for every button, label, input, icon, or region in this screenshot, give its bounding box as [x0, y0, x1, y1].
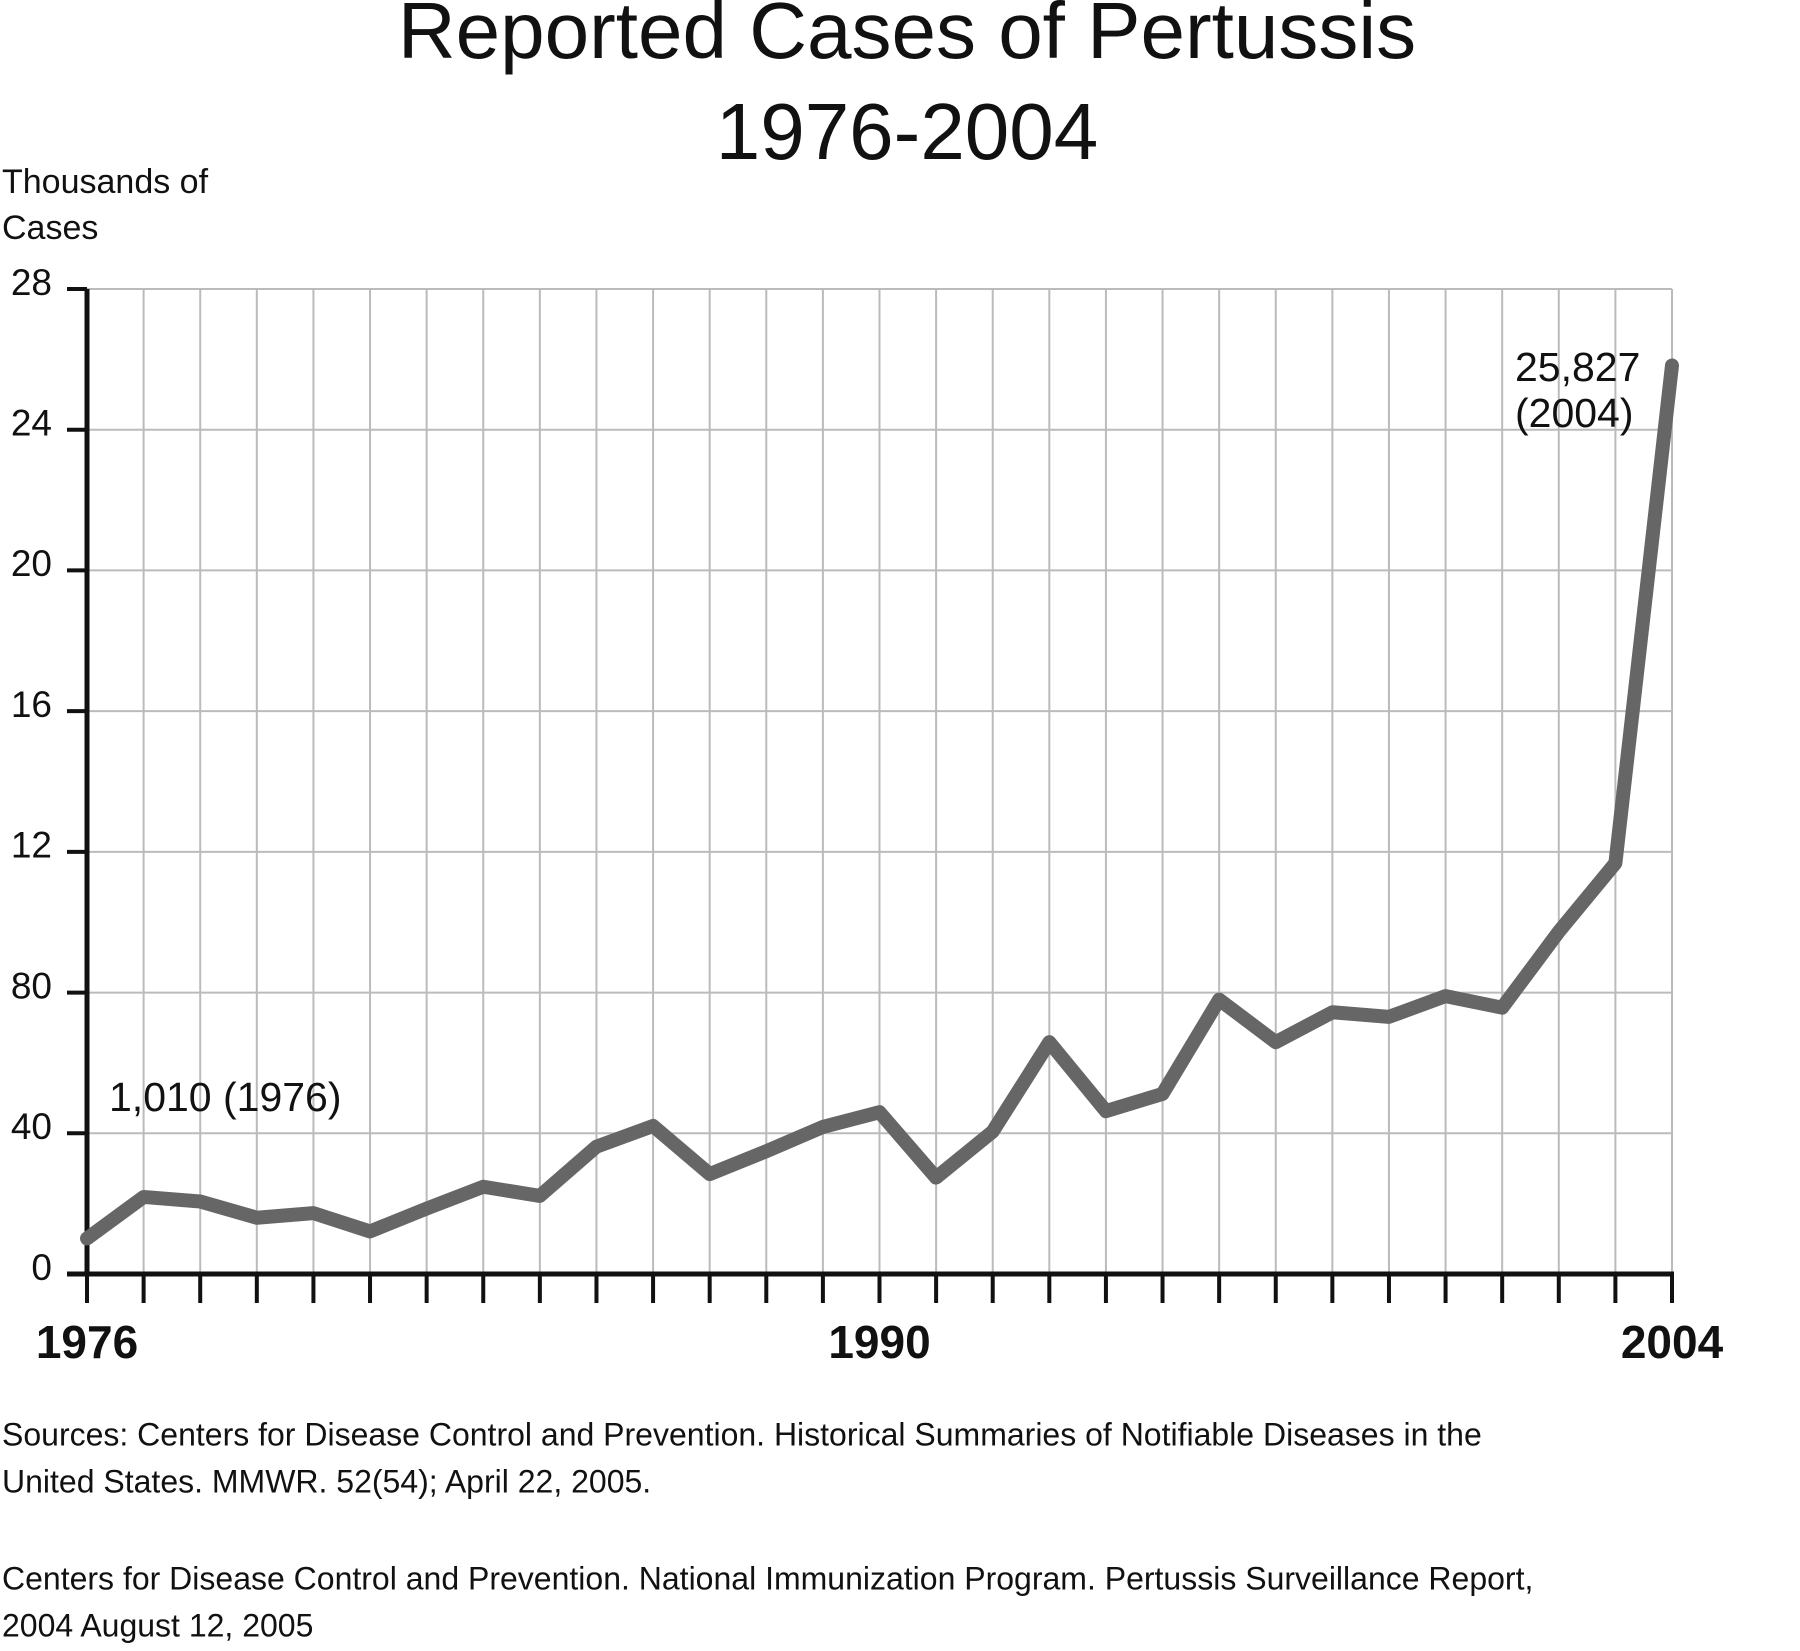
y-tick-label: 16: [11, 684, 52, 725]
y-tick-label: 40: [11, 1106, 52, 1147]
annotation: 25,827: [1515, 344, 1640, 390]
chart-title: Reported Cases of Pertussis: [398, 0, 1416, 75]
source-note: Sources: Centers for Disease Control and…: [2, 1416, 1482, 1452]
source-note: United States. MMWR. 52(54); April 22, 2…: [2, 1463, 651, 1499]
source-note: 2004 August 12, 2005: [2, 1607, 313, 1643]
y-tick-label: 28: [11, 262, 52, 303]
data-line: [80, 358, 1679, 1246]
y-tick-label: 12: [11, 825, 52, 866]
chart-title: 1976-2004: [716, 87, 1099, 176]
y-tick-label: 80: [11, 965, 52, 1006]
x-tick-label: 1990: [828, 1316, 930, 1368]
annotation: (2004): [1515, 390, 1634, 436]
y-axis-label: Thousands of: [2, 163, 209, 201]
y-tick-label: 0: [31, 1247, 52, 1288]
y-axis-label: Cases: [2, 209, 98, 247]
x-tick-label: 2004: [1621, 1316, 1724, 1368]
x-tick-label: 1976: [36, 1316, 138, 1368]
source-note: Centers for Disease Control and Preventi…: [2, 1560, 1533, 1596]
y-tick-label: 20: [11, 543, 52, 584]
annotation: 1,010 (1976): [109, 1074, 342, 1120]
y-tick-label: 24: [11, 402, 52, 443]
